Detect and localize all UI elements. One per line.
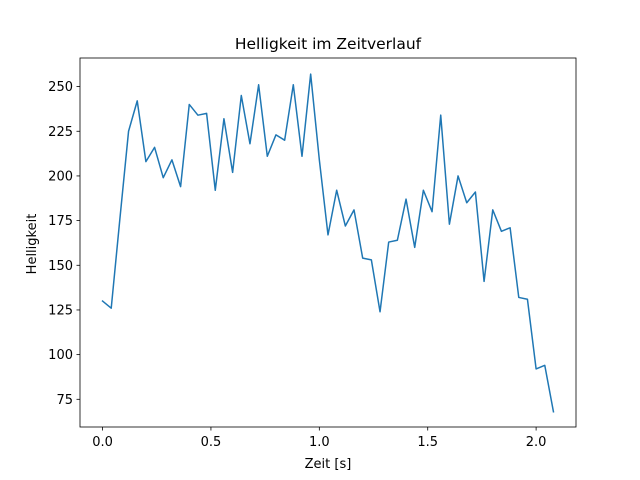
data-point bbox=[206, 113, 208, 115]
y-tick-label: 175 bbox=[48, 214, 73, 229]
data-point bbox=[535, 368, 537, 370]
data-point bbox=[553, 411, 555, 413]
data-point bbox=[431, 211, 433, 213]
data-point bbox=[405, 198, 407, 200]
data-point bbox=[102, 300, 104, 302]
y-tick-label: 125 bbox=[48, 303, 73, 318]
data-point bbox=[336, 189, 338, 191]
x-tick-label: 2.0 bbox=[526, 435, 547, 450]
y-axis-label: Helligkeit bbox=[25, 214, 40, 275]
data-point bbox=[440, 114, 442, 116]
data-point bbox=[301, 155, 303, 157]
data-point bbox=[319, 159, 321, 161]
data-point bbox=[180, 186, 182, 188]
data-point bbox=[457, 175, 459, 177]
data-point bbox=[527, 298, 529, 300]
chart-title: Helligkeit im Zeitverlauf bbox=[235, 35, 422, 53]
x-axis-label: Zeit [s] bbox=[305, 457, 352, 472]
data-point bbox=[154, 147, 156, 149]
data-point bbox=[136, 100, 138, 102]
data-point bbox=[362, 257, 364, 259]
x-tick-label: 1.0 bbox=[309, 435, 330, 450]
data-point bbox=[232, 172, 234, 174]
data-point bbox=[475, 191, 477, 193]
data-point bbox=[188, 104, 190, 106]
data-point bbox=[293, 84, 295, 86]
data-point bbox=[501, 231, 503, 233]
data-point bbox=[240, 95, 242, 97]
data-point bbox=[388, 241, 390, 243]
data-point bbox=[275, 134, 277, 136]
series-line-0 bbox=[101, 73, 555, 413]
data-point bbox=[145, 161, 147, 163]
data-point bbox=[223, 118, 225, 120]
data-point bbox=[423, 189, 425, 191]
data-point bbox=[397, 239, 399, 241]
data-point bbox=[544, 365, 546, 367]
data-point bbox=[353, 209, 355, 211]
data-point bbox=[249, 143, 251, 145]
data-point bbox=[449, 223, 451, 225]
data-point bbox=[128, 130, 130, 132]
data-point bbox=[414, 247, 416, 249]
x-tick-label: 0.5 bbox=[201, 435, 222, 450]
data-point bbox=[258, 84, 260, 86]
data-point bbox=[518, 297, 520, 299]
data-point bbox=[284, 139, 286, 141]
plot-area bbox=[101, 73, 555, 413]
data-point bbox=[110, 307, 112, 309]
data-point bbox=[119, 218, 121, 220]
x-tick-label: 1.5 bbox=[417, 435, 438, 450]
data-point bbox=[267, 155, 269, 157]
data-point bbox=[379, 311, 381, 313]
data-point bbox=[171, 159, 173, 161]
data-point bbox=[310, 73, 312, 75]
data-point bbox=[214, 189, 216, 191]
y-tick-label: 225 bbox=[48, 125, 73, 140]
data-point bbox=[509, 227, 511, 229]
axes: 0.0 0.5 1.0 1.5 2.0 75 100 125 150 175 200 225 250 bbox=[48, 57, 577, 450]
x-tick-label: 0.0 bbox=[92, 435, 113, 450]
data-point bbox=[371, 259, 373, 261]
data-point bbox=[197, 114, 199, 116]
data-point bbox=[345, 225, 347, 227]
axes-frame bbox=[79, 57, 577, 428]
y-tick-label: 150 bbox=[48, 259, 73, 274]
data-point bbox=[162, 177, 164, 179]
y-tick-label: 200 bbox=[48, 169, 73, 184]
y-tick-label: 100 bbox=[48, 348, 73, 363]
y-tick-label: 75 bbox=[56, 393, 73, 408]
data-point bbox=[466, 202, 468, 204]
data-point bbox=[327, 234, 329, 236]
data-point bbox=[492, 209, 494, 211]
y-tick-label: 250 bbox=[48, 80, 73, 95]
data-point bbox=[483, 281, 485, 283]
